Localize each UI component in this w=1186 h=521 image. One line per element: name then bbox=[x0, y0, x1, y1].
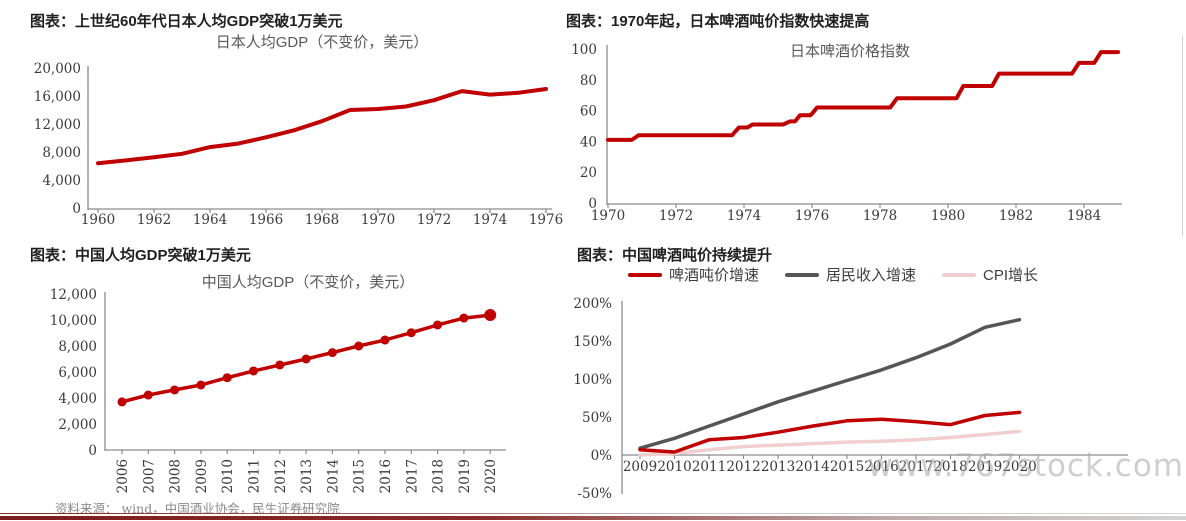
chart-title-japan-gdp: 日本人均GDP（不变价，美元） bbox=[215, 34, 429, 51]
divider-line bbox=[0, 513, 1186, 514]
svg-text:100%: 100% bbox=[573, 372, 612, 388]
svg-text:20: 20 bbox=[580, 165, 597, 181]
svg-text:2015: 2015 bbox=[352, 459, 368, 493]
chart-china-gdp: 0 2,000 4,000 6,000 8,000 10,000 12,000 2006 200… bbox=[50, 287, 506, 493]
svg-text:2013: 2013 bbox=[299, 459, 315, 493]
svg-text:2020: 2020 bbox=[1002, 459, 1036, 475]
svg-text:2007: 2007 bbox=[141, 459, 157, 493]
svg-text:2010: 2010 bbox=[220, 459, 236, 493]
svg-text:2017: 2017 bbox=[899, 459, 933, 475]
svg-text:1972: 1972 bbox=[659, 208, 693, 224]
svg-text:40: 40 bbox=[580, 134, 597, 150]
page-edge-line bbox=[1182, 36, 1183, 236]
chart-japan-beer: 0 20 40 60 80 100 1970 1972 1974 1976 1978 1980 1982… bbox=[571, 42, 1122, 224]
svg-text:0%: 0% bbox=[591, 448, 613, 464]
svg-text:12,000: 12,000 bbox=[34, 117, 81, 133]
svg-text:20,000: 20,000 bbox=[34, 61, 81, 77]
svg-text:2019: 2019 bbox=[968, 459, 1002, 475]
svg-text:100: 100 bbox=[571, 42, 597, 58]
svg-text:6,000: 6,000 bbox=[58, 365, 97, 381]
chart-title-china-gdp: 中国人均GDP（不变价，美元） bbox=[201, 274, 415, 291]
legend-line-income-icon bbox=[785, 272, 820, 277]
svg-text:1968: 1968 bbox=[305, 212, 339, 228]
svg-text:0: 0 bbox=[72, 201, 81, 217]
svg-text:1970: 1970 bbox=[591, 208, 625, 224]
legend-item-beer-price-growth: 啤酒吨价增速 bbox=[628, 264, 759, 285]
legend-label-beer-price: 啤酒吨价增速 bbox=[669, 267, 760, 284]
svg-text:50%: 50% bbox=[582, 410, 612, 426]
chart-china-beer: -50%0%50%100%150%200%2009 2010 2011 2012 201… bbox=[573, 296, 1128, 502]
svg-text:2014: 2014 bbox=[325, 459, 341, 493]
svg-text:2008: 2008 bbox=[168, 459, 184, 493]
svg-text:2016: 2016 bbox=[864, 459, 898, 475]
svg-text:4,000: 4,000 bbox=[58, 391, 97, 407]
svg-text:1976: 1976 bbox=[795, 208, 829, 224]
svg-text:2014: 2014 bbox=[795, 459, 829, 475]
svg-text:1984: 1984 bbox=[1067, 208, 1101, 224]
svg-text:-50%: -50% bbox=[577, 486, 612, 502]
chart-japan-gdp: 0 4,000 8,000 12,000 16,000 20,000 1960 1962 196… bbox=[34, 61, 563, 228]
source-note: 资料来源： wind，中国酒业协会，民生证券研究院 bbox=[55, 501, 340, 516]
svg-text:2020: 2020 bbox=[483, 459, 499, 493]
svg-text:2019: 2019 bbox=[457, 459, 473, 493]
svg-text:1962: 1962 bbox=[137, 212, 171, 228]
svg-text:2011: 2011 bbox=[692, 459, 726, 475]
svg-text:2009: 2009 bbox=[194, 459, 210, 493]
svg-text:1974: 1974 bbox=[727, 208, 761, 224]
svg-text:2012: 2012 bbox=[726, 459, 760, 475]
legend-label-income: 居民收入增速 bbox=[826, 267, 917, 284]
svg-text:1976: 1976 bbox=[529, 212, 563, 228]
svg-text:2017: 2017 bbox=[404, 459, 420, 493]
svg-text:2018: 2018 bbox=[431, 459, 447, 493]
svg-text:150%: 150% bbox=[573, 334, 612, 350]
chart-title-japan-beer: 日本啤酒价格指数 bbox=[789, 43, 911, 60]
svg-text:2015: 2015 bbox=[830, 459, 864, 475]
svg-text:1972: 1972 bbox=[417, 212, 451, 228]
svg-text:16,000: 16,000 bbox=[34, 89, 81, 105]
svg-text:1974: 1974 bbox=[473, 212, 507, 228]
svg-text:2010: 2010 bbox=[657, 459, 691, 475]
panel-header-china-beer: 图表：中国啤酒吨价持续提升 bbox=[577, 247, 773, 264]
svg-text:8,000: 8,000 bbox=[58, 339, 97, 355]
svg-text:2012: 2012 bbox=[273, 459, 289, 493]
svg-text:1960: 1960 bbox=[81, 212, 115, 228]
svg-text:8,000: 8,000 bbox=[42, 145, 81, 161]
svg-text:1966: 1966 bbox=[249, 212, 283, 228]
legend-label-cpi: CPI增长 bbox=[983, 267, 1039, 284]
svg-text:200%: 200% bbox=[573, 296, 612, 312]
svg-text:1982: 1982 bbox=[999, 208, 1033, 224]
panel-header-china-gdp: 图表：中国人均GDP突破1万美元 bbox=[30, 247, 251, 264]
svg-text:2016: 2016 bbox=[378, 459, 394, 493]
svg-text:80: 80 bbox=[580, 73, 597, 89]
svg-text:2013: 2013 bbox=[761, 459, 795, 475]
svg-text:1970: 1970 bbox=[361, 212, 395, 228]
svg-text:1980: 1980 bbox=[931, 208, 965, 224]
legend-item-income-growth: 居民收入增速 bbox=[785, 264, 916, 285]
legend-item-cpi-growth: CPI增长 bbox=[942, 264, 1038, 285]
svg-text:2018: 2018 bbox=[933, 459, 967, 475]
svg-text:2,000: 2,000 bbox=[58, 417, 97, 433]
legend-line-cpi-icon bbox=[942, 272, 977, 277]
svg-text:4,000: 4,000 bbox=[42, 173, 81, 189]
watermark-text: www.767stock.com bbox=[867, 448, 1184, 484]
svg-text:0: 0 bbox=[88, 443, 97, 459]
svg-text:2011: 2011 bbox=[247, 459, 263, 493]
chart-legend: 啤酒吨价增速 居民收入增速 CPI增长 bbox=[628, 264, 1038, 285]
legend-line-beer-price-icon bbox=[628, 272, 662, 277]
panel-header-japan-gdp: 图表：上世纪60年代日本人均GDP突破1万美元 bbox=[30, 13, 343, 30]
svg-text:1964: 1964 bbox=[193, 212, 227, 228]
svg-text:2006: 2006 bbox=[115, 459, 131, 493]
bottom-bar bbox=[0, 516, 1186, 520]
svg-text:12,000: 12,000 bbox=[50, 287, 97, 303]
svg-text:60: 60 bbox=[580, 104, 597, 120]
svg-text:2009: 2009 bbox=[623, 459, 657, 475]
panel-header-japan-beer: 图表：1970年起，日本啤酒吨价指数快速提高 bbox=[566, 13, 870, 30]
svg-text:1978: 1978 bbox=[863, 208, 897, 224]
svg-text:10,000: 10,000 bbox=[50, 313, 97, 329]
svg-text:0: 0 bbox=[588, 196, 597, 212]
